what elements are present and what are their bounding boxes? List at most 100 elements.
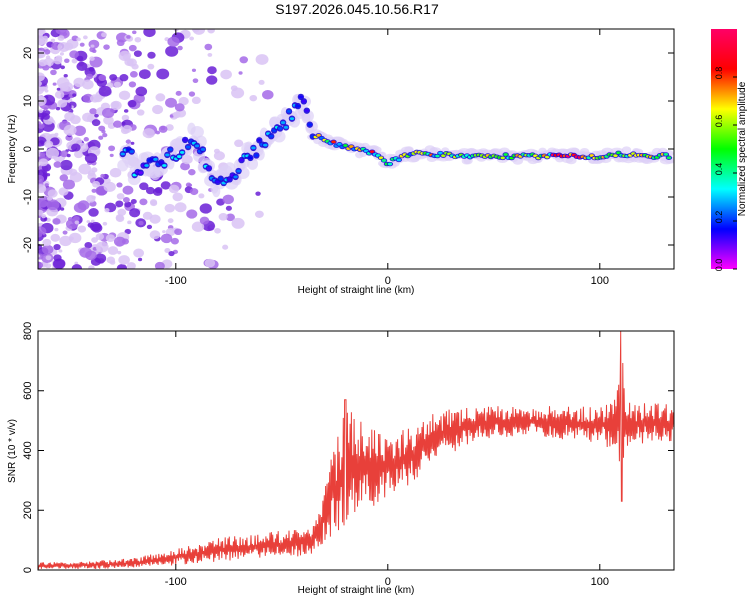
noise-speck (88, 39, 100, 49)
noise-speck (72, 93, 77, 97)
noise-speck (88, 66, 95, 72)
noise-speck (55, 29, 67, 35)
noise-speck (124, 201, 132, 208)
noise-speck (117, 208, 127, 216)
noise-speck (59, 174, 69, 182)
trace-core (233, 175, 238, 179)
colorbar-tick-label: 0.2 (714, 211, 724, 224)
noise-speck (206, 75, 218, 85)
noise-speck (115, 200, 124, 208)
noise-speck (108, 145, 116, 152)
noise-speck (188, 91, 196, 97)
snr-line (37, 330, 675, 570)
noise-speck (57, 35, 65, 41)
noise-speck (76, 55, 84, 62)
noise-speck (38, 29, 46, 35)
noise-speck (52, 258, 66, 269)
trace-core (254, 154, 259, 157)
noise-speck (231, 217, 245, 229)
noise-speck (135, 86, 148, 97)
noise-speck (68, 232, 82, 244)
trace-core (162, 164, 167, 167)
noise-speck (128, 44, 137, 52)
noise-speck (110, 100, 122, 111)
noise-speck (38, 199, 48, 208)
noise-speck (77, 225, 87, 233)
noise-speck (82, 112, 94, 123)
noise-speck (130, 141, 135, 145)
trace-core (227, 177, 232, 181)
noise-speck (175, 90, 182, 96)
noise-speck (167, 218, 174, 224)
noise-speck (199, 203, 212, 214)
noise-speck (154, 261, 165, 269)
noise-speck (178, 96, 189, 106)
y-tick-label: 0 (22, 567, 34, 573)
noise-speck (204, 258, 216, 268)
noise-speck (45, 263, 52, 269)
noise-speck (258, 79, 265, 85)
noise-speck (160, 233, 173, 244)
snr-y-axis-label: SNR (10 * v/v) (7, 419, 18, 483)
noise-speck (191, 68, 197, 73)
noise-speck (207, 66, 217, 75)
trace-core (200, 148, 206, 151)
noise-speck (39, 152, 46, 157)
noise-speck (136, 109, 145, 116)
noise-speck (133, 248, 145, 258)
y-tick-label: 200 (22, 501, 34, 519)
trace-core (138, 171, 143, 175)
trace-core (251, 146, 256, 150)
snr-plot-area (37, 330, 675, 570)
noise-speck (56, 87, 61, 91)
noise-speck (92, 49, 97, 53)
noise-speck (50, 69, 57, 76)
noise-speck (165, 45, 179, 57)
trace-core (176, 155, 182, 158)
noise-speck (50, 233, 61, 242)
trace-core (663, 153, 669, 156)
x-tick-label: 0 (385, 275, 391, 287)
noise-speck (45, 255, 52, 261)
noise-speck (121, 114, 130, 121)
trace-core (589, 154, 594, 157)
y-tick-label: 400 (22, 441, 34, 459)
trace-core (337, 142, 342, 146)
noise-speck (71, 143, 81, 152)
noise-speck (103, 181, 116, 192)
trace-core (182, 138, 188, 142)
noise-speck (69, 50, 79, 59)
noise-speck (149, 230, 161, 240)
y-tick-label: -20 (22, 237, 34, 253)
noise-speck (167, 36, 180, 47)
trace-core (616, 151, 621, 155)
noise-speck (38, 59, 48, 67)
noise-speck (57, 41, 70, 53)
noise-speck (198, 193, 205, 199)
noise-speck (129, 71, 138, 78)
noise-speck (39, 186, 46, 192)
noise-speck (103, 44, 110, 50)
noise-speck (133, 50, 142, 57)
noise-speck (64, 112, 75, 122)
noise-speck (74, 261, 79, 265)
y-tick-label: -10 (22, 189, 34, 205)
trace-core (438, 151, 443, 155)
noise-speck (109, 74, 118, 81)
y-tick-label: 0 (22, 146, 34, 152)
noise-speck (104, 208, 110, 213)
noise-speck (191, 96, 201, 105)
trace-core (307, 123, 312, 127)
noise-speck (98, 85, 112, 97)
noise-speck (44, 140, 54, 149)
noise-speck (116, 193, 125, 200)
noise-speck (87, 222, 94, 228)
noise-speck (214, 227, 221, 234)
noise-speck (54, 90, 65, 99)
noise-speck (63, 73, 68, 78)
noise-speck (189, 188, 199, 196)
trace-core (165, 153, 170, 157)
noise-speck (60, 65, 65, 70)
noise-speck (156, 68, 170, 80)
